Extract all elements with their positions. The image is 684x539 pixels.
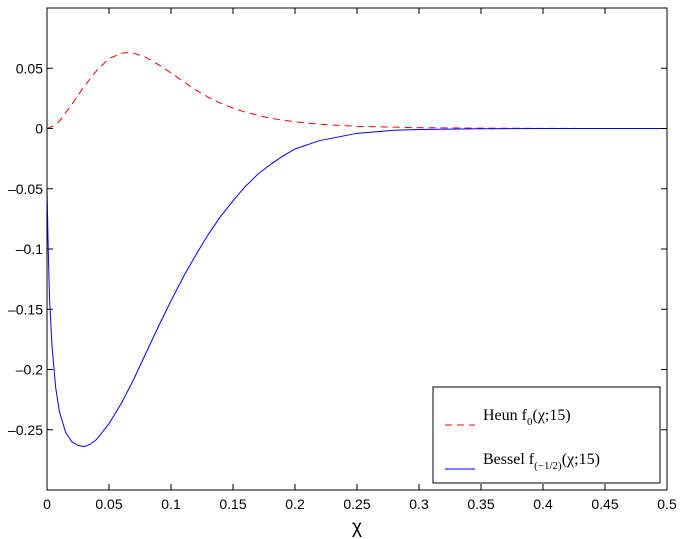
legend-label-heun: Heun f0(χ;15)	[483, 407, 571, 428]
series-layer	[46, 52, 667, 448]
y-tick-label: –0.1	[16, 241, 43, 257]
x-tick-label: 0.35	[467, 496, 494, 512]
x-tick-label: 0.5	[657, 496, 677, 512]
legend-label-heun-suffix: (χ;15)	[532, 407, 570, 424]
x-tick-label: 0.1	[161, 496, 181, 512]
x-tick-label: 0	[43, 496, 51, 512]
y-tick-label: –0.15	[8, 301, 43, 317]
y-tick-label: 0.05	[16, 60, 43, 76]
y-ticks: 0.05 0 –0.05 –0.1 –0.15 –0.2 –0.25	[8, 60, 667, 438]
legend-label-heun-prefix: Heun f	[483, 407, 528, 424]
legend-label-bessel-prefix: Bessel f	[483, 451, 535, 468]
legend-label-heun-sub: 0	[527, 416, 533, 428]
series-line-0	[46, 52, 667, 129]
y-tick-label: –0.25	[8, 422, 43, 438]
y-tick-label: –0.2	[16, 362, 43, 378]
x-tick-label: 0.3	[409, 496, 429, 512]
y-tick-label: –0.05	[8, 181, 43, 197]
x-tick-label: 0.2	[285, 496, 305, 512]
x-tick-label: 0.15	[219, 496, 246, 512]
legend: Heun f0(χ;15) Bessel f(−1/2)(χ;15)	[432, 386, 661, 484]
legend-label-bessel: Bessel f(−1/2)(χ;15)	[483, 451, 600, 472]
x-tick-label: 0.45	[591, 496, 618, 512]
series-line-1	[46, 128, 667, 448]
y-tick-label: 0	[35, 121, 43, 137]
x-ticks: 0 0.05 0.1 0.15 0.2 0.25 0.3 0.35 0.4 0.45 0.5	[43, 8, 677, 512]
x-tick-label: 0.4	[533, 496, 553, 512]
x-tick-label: 0.25	[343, 496, 370, 512]
legend-box	[432, 386, 661, 484]
x-axis-title: χ	[352, 517, 362, 538]
x-tick-label: 0.05	[95, 496, 122, 512]
legend-label-bessel-suffix: (χ;15)	[562, 451, 600, 468]
legend-label-bessel-sub: (−1/2)	[534, 460, 562, 472]
